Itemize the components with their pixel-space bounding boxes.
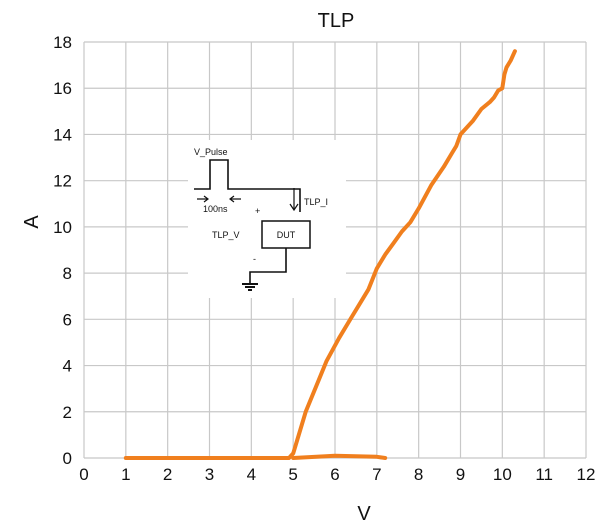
x-tick-label: 6 [330, 465, 339, 484]
y-tick-label: 8 [63, 264, 72, 283]
y-tick-label: 18 [53, 33, 72, 52]
x-tick-label: 11 [535, 465, 553, 484]
chart-title: TLP [318, 10, 355, 32]
y-tick-label: 2 [63, 403, 72, 422]
x-tick-label: 4 [247, 465, 256, 484]
pulse-label: V_Pulse [194, 147, 228, 157]
inset-background [188, 140, 346, 298]
y-tick-label: 14 [53, 125, 72, 144]
ground-symbol [242, 283, 258, 291]
current-label: TLP_I [304, 197, 328, 207]
x-tick-label: 2 [163, 465, 172, 484]
plus-sign: + [255, 206, 260, 216]
pulse-width-label: 100ns [203, 204, 228, 214]
data-series [123, 49, 517, 460]
x-tick-label: 1 [121, 465, 130, 484]
y-tick-label: 16 [53, 79, 72, 98]
x-tick-label: 9 [456, 465, 465, 484]
x-tick-label: 8 [414, 465, 423, 484]
pulse-waveform [194, 159, 301, 212]
x-tick-label: 7 [372, 465, 381, 484]
gridlines [83, 41, 587, 459]
voltage-label: TLP_V [212, 230, 240, 240]
pulse-width-arrows [197, 195, 241, 203]
dut-box [261, 220, 311, 249]
y-tick-label: 12 [53, 172, 72, 191]
y-tick-labels: 0 2 4 6 8 10 12 14 16 18 [53, 33, 72, 468]
current-arrow [289, 188, 299, 212]
dut-label: DUT [277, 230, 296, 240]
x-tick-label: 3 [205, 465, 214, 484]
y-axis-title: A [21, 215, 43, 229]
series-line-1 [123, 49, 517, 460]
minus-sign: - [253, 254, 256, 264]
y-tick-label: 10 [53, 218, 72, 237]
x-tick-label: 10 [493, 465, 512, 484]
x-tick-label: 5 [288, 465, 297, 484]
tlp-circuit-inset: V_Pulse 100ns + TLP_I DUT TLP_V - [188, 140, 346, 298]
x-axis-title: V [357, 503, 371, 525]
x-tick-labels: 0 1 2 3 4 5 6 7 8 9 10 11 12 [79, 465, 595, 484]
x-tick-label: 0 [79, 465, 88, 484]
ground-wire [249, 248, 287, 284]
y-tick-label: 4 [63, 357, 72, 376]
x-tick-label: 12 [577, 465, 596, 484]
y-tick-label: 0 [63, 449, 72, 468]
series-line-2 [291, 453, 388, 460]
y-tick-label: 6 [63, 310, 72, 329]
